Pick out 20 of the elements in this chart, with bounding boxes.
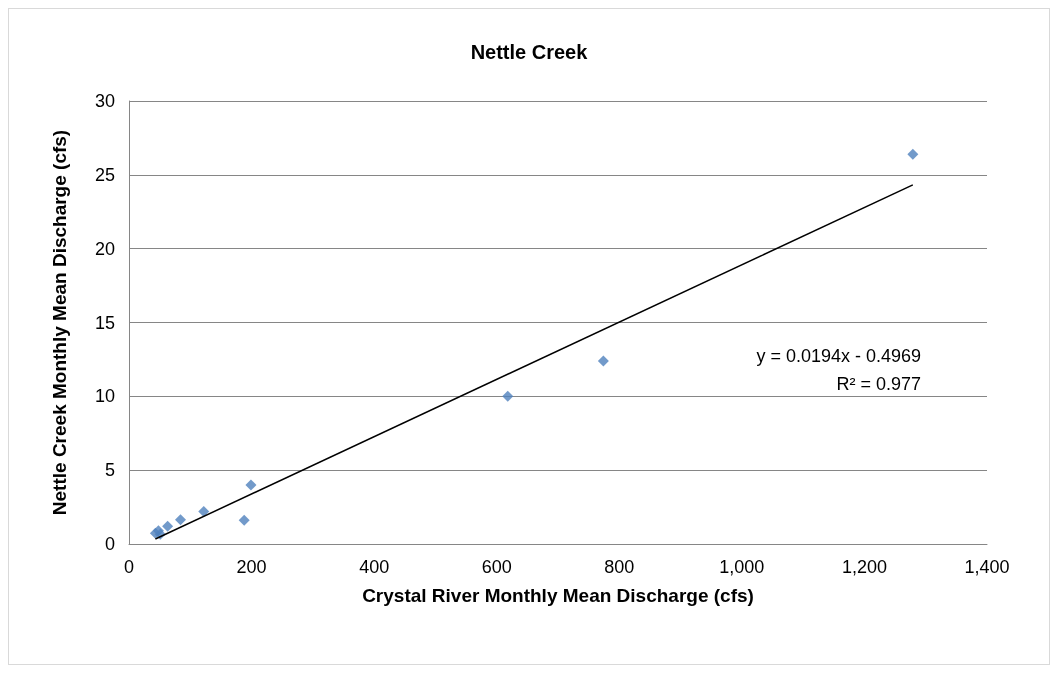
x-tick-label: 400	[359, 557, 390, 577]
x-axis-title: Crystal River Monthly Mean Discharge (cfs)	[362, 585, 754, 606]
x-tick-label: 1,200	[841, 557, 887, 577]
x-tick-label: 200	[236, 557, 267, 577]
x-tick-label: 600	[481, 557, 512, 577]
x-tick-label: 1,400	[964, 557, 1010, 577]
y-axis-title: Nettle Creek Monthly Mean Discharge (cfs)	[49, 129, 70, 516]
y-tick-label: 0	[104, 534, 115, 554]
x-tick-label: 800	[604, 557, 635, 577]
y-tick-label: 30	[94, 91, 115, 111]
y-tick-label: 5	[104, 460, 115, 481]
annotation: y = 0.0194x - 0.4969	[756, 346, 922, 366]
annotation: R² = 0.977	[836, 374, 922, 394]
x-tick-label: 0	[123, 557, 135, 577]
y-tick-label: 10	[94, 386, 115, 407]
x-tick-label: 1,000	[719, 557, 765, 577]
y-tick-label: 20	[94, 238, 115, 259]
y-tick-label: 15	[94, 312, 115, 333]
y-tick-label: 25	[94, 164, 115, 185]
chart-title: Nettle Creek	[470, 41, 589, 63]
